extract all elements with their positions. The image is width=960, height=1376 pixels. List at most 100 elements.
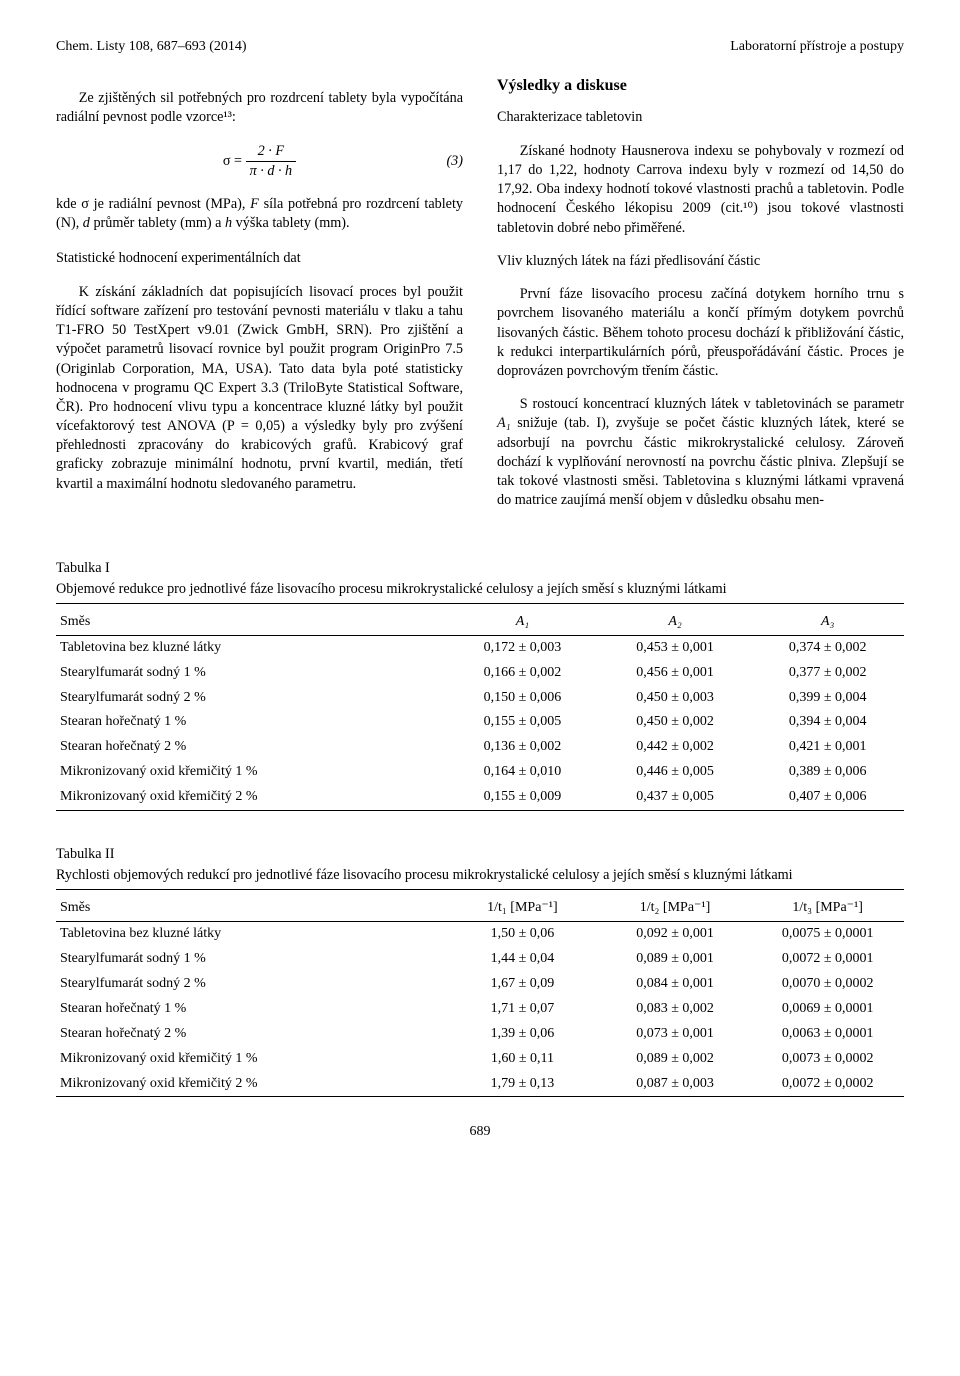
row-a2: 0,437 ± 0,005 bbox=[599, 785, 752, 810]
right-p3: S rostoucí koncentrací kluzných látek v … bbox=[497, 395, 904, 510]
table-1-caption: Objemové redukce pro jednotlivé fáze lis… bbox=[56, 580, 904, 599]
table-2-block: Tabulka II Rychlosti objemových redukcí … bbox=[56, 845, 904, 1097]
right-p2: První fáze lisovacího procesu začíná dot… bbox=[497, 285, 904, 381]
row-a2: 0,450 ± 0,002 bbox=[599, 710, 752, 735]
table-row: Mikronizovaný oxid křemičitý 1 %1,60 ± 0… bbox=[56, 1047, 904, 1072]
row-a1: 1,50 ± 0,06 bbox=[446, 922, 599, 947]
table-1-title: Tabulka I bbox=[56, 559, 904, 578]
row-a1: 0,164 ± 0,010 bbox=[446, 760, 599, 785]
row-a1: 1,67 ± 0,09 bbox=[446, 972, 599, 997]
left-p3: K získání základních dat popisujících li… bbox=[56, 283, 463, 494]
row-a1: 1,44 ± 0,04 bbox=[446, 947, 599, 972]
eq-sigma: σ = bbox=[223, 152, 242, 171]
row-a2: 0,453 ± 0,001 bbox=[599, 636, 752, 661]
table-row: Stearylfumarát sodný 1 %0,166 ± 0,0020,4… bbox=[56, 661, 904, 686]
p2b: F bbox=[250, 196, 259, 212]
table-1: Směs A₁ A₂ A₃ Tabletovina bez kluzné lát… bbox=[56, 603, 904, 811]
row-a1: 0,172 ± 0,003 bbox=[446, 636, 599, 661]
t2-col0: Směs bbox=[56, 896, 446, 921]
row-name: Stearan hořečnatý 2 % bbox=[56, 735, 446, 760]
row-a1: 0,166 ± 0,002 bbox=[446, 661, 599, 686]
equation-3: σ = 2 · F π · d · h (3) bbox=[56, 142, 463, 181]
table-row: Stearan hořečnatý 2 %0,136 ± 0,0020,442 … bbox=[56, 735, 904, 760]
row-a3: 0,0070 ± 0,0002 bbox=[751, 972, 904, 997]
left-column: Ze zjištěných sil potřebných pro rozdrce… bbox=[56, 75, 463, 525]
table-2-header-row: Směs 1/t₁ [MPa⁻¹] 1/t₂ [MPa⁻¹] 1/t₃ [MPa… bbox=[56, 896, 904, 921]
row-name: Stearylfumarát sodný 2 % bbox=[56, 686, 446, 711]
row-a1: 0,155 ± 0,005 bbox=[446, 710, 599, 735]
table-row: Stearylfumarát sodný 2 %1,67 ± 0,090,084… bbox=[56, 972, 904, 997]
right-subhead-1: Charakterizace tabletovin bbox=[497, 108, 904, 127]
row-a3: 0,0072 ± 0,0001 bbox=[751, 947, 904, 972]
row-name: Mikronizovaný oxid křemičitý 1 % bbox=[56, 1047, 446, 1072]
row-a1: 1,79 ± 0,13 bbox=[446, 1072, 599, 1097]
table-2-caption: Rychlosti objemových redukcí pro jednotl… bbox=[56, 866, 904, 885]
table-row: Stearan hořečnatý 1 %1,71 ± 0,070,083 ± … bbox=[56, 997, 904, 1022]
row-a2: 0,087 ± 0,003 bbox=[599, 1072, 752, 1097]
p2a: kde σ je radiální pevnost (MPa), bbox=[56, 196, 250, 212]
table-row: Mikronizovaný oxid křemičitý 2 %1,79 ± 0… bbox=[56, 1072, 904, 1097]
row-a3: 0,399 ± 0,004 bbox=[751, 686, 904, 711]
row-name: Mikronizovaný oxid křemičitý 1 % bbox=[56, 760, 446, 785]
row-a3: 0,377 ± 0,002 bbox=[751, 661, 904, 686]
row-a1: 0,150 ± 0,006 bbox=[446, 686, 599, 711]
row-a2: 0,089 ± 0,001 bbox=[599, 947, 752, 972]
row-name: Stearylfumarát sodný 1 % bbox=[56, 947, 446, 972]
row-a3: 0,0069 ± 0,0001 bbox=[751, 997, 904, 1022]
results-heading: Výsledky a diskuse bbox=[497, 75, 904, 97]
table-row: Tabletovina bez kluzné látky0,172 ± 0,00… bbox=[56, 636, 904, 661]
row-name: Stearan hořečnatý 2 % bbox=[56, 1022, 446, 1047]
table-row: Mikronizovaný oxid křemičitý 2 %0,155 ± … bbox=[56, 785, 904, 810]
row-a2: 0,446 ± 0,005 bbox=[599, 760, 752, 785]
header-left: Chem. Listy 108, 687–693 (2014) bbox=[56, 38, 247, 57]
p3b: A₁ bbox=[497, 415, 511, 431]
row-name: Tabletovina bez kluzné látky bbox=[56, 636, 446, 661]
table-row: Mikronizovaný oxid křemičitý 1 %0,164 ± … bbox=[56, 760, 904, 785]
row-a1: 1,60 ± 0,11 bbox=[446, 1047, 599, 1072]
table-row: Tabletovina bez kluzné látky1,50 ± 0,060… bbox=[56, 922, 904, 947]
row-a1: 1,39 ± 0,06 bbox=[446, 1022, 599, 1047]
eq-fraction: 2 · F π · d · h bbox=[246, 142, 297, 181]
row-a1: 1,71 ± 0,07 bbox=[446, 997, 599, 1022]
table-row: Stearylfumarát sodný 2 %0,150 ± 0,0060,4… bbox=[56, 686, 904, 711]
row-a2: 0,083 ± 0,002 bbox=[599, 997, 752, 1022]
row-a2: 0,442 ± 0,002 bbox=[599, 735, 752, 760]
t1-col0: Směs bbox=[56, 610, 446, 635]
row-name: Mikronizovaný oxid křemičitý 2 % bbox=[56, 785, 446, 810]
left-p1: Ze zjištěných sil potřebných pro rozdrce… bbox=[56, 89, 463, 127]
page-header: Chem. Listy 108, 687–693 (2014) Laborato… bbox=[56, 38, 904, 57]
row-a2: 0,089 ± 0,002 bbox=[599, 1047, 752, 1072]
table-row: Stearan hořečnatý 2 %1,39 ± 0,060,073 ± … bbox=[56, 1022, 904, 1047]
right-p1: Získané hodnoty Hausnerova indexu se poh… bbox=[497, 142, 904, 238]
p2g: výška tablety (mm). bbox=[232, 215, 349, 231]
row-a1: 0,155 ± 0,009 bbox=[446, 785, 599, 810]
eq-label: (3) bbox=[446, 152, 463, 171]
page-number: 689 bbox=[56, 1123, 904, 1142]
p2e: průměr tablety (mm) a bbox=[90, 215, 225, 231]
row-name: Mikronizovaný oxid křemičitý 2 % bbox=[56, 1072, 446, 1097]
row-a3: 0,374 ± 0,002 bbox=[751, 636, 904, 661]
t1-col2: A₂ bbox=[599, 610, 752, 635]
table-2-title: Tabulka II bbox=[56, 845, 904, 864]
t1-col1: A₁ bbox=[446, 610, 599, 635]
table-row: Stearan hořečnatý 1 %0,155 ± 0,0050,450 … bbox=[56, 710, 904, 735]
row-a3: 0,389 ± 0,006 bbox=[751, 760, 904, 785]
row-a3: 0,0063 ± 0,0001 bbox=[751, 1022, 904, 1047]
row-a3: 0,0073 ± 0,0002 bbox=[751, 1047, 904, 1072]
p3c: snižuje (tab. I), zvyšuje se počet části… bbox=[497, 415, 904, 508]
row-a3: 0,407 ± 0,006 bbox=[751, 785, 904, 810]
row-a1: 0,136 ± 0,002 bbox=[446, 735, 599, 760]
row-a2: 0,456 ± 0,001 bbox=[599, 661, 752, 686]
row-a2: 0,092 ± 0,001 bbox=[599, 922, 752, 947]
row-name: Tabletovina bez kluzné látky bbox=[56, 922, 446, 947]
row-a3: 0,421 ± 0,001 bbox=[751, 735, 904, 760]
row-a2: 0,450 ± 0,003 bbox=[599, 686, 752, 711]
row-name: Stearan hořečnatý 1 % bbox=[56, 710, 446, 735]
right-subhead-2: Vliv kluzných látek na fázi předlisování… bbox=[497, 252, 904, 271]
row-a3: 0,0075 ± 0,0001 bbox=[751, 922, 904, 947]
p2d: d bbox=[83, 215, 90, 231]
row-a3: 0,0072 ± 0,0002 bbox=[751, 1072, 904, 1097]
t1-col3: A₃ bbox=[751, 610, 904, 635]
t2-col2: 1/t₂ [MPa⁻¹] bbox=[599, 896, 752, 921]
p3a: S rostoucí koncentrací kluzných látek v … bbox=[520, 396, 904, 412]
